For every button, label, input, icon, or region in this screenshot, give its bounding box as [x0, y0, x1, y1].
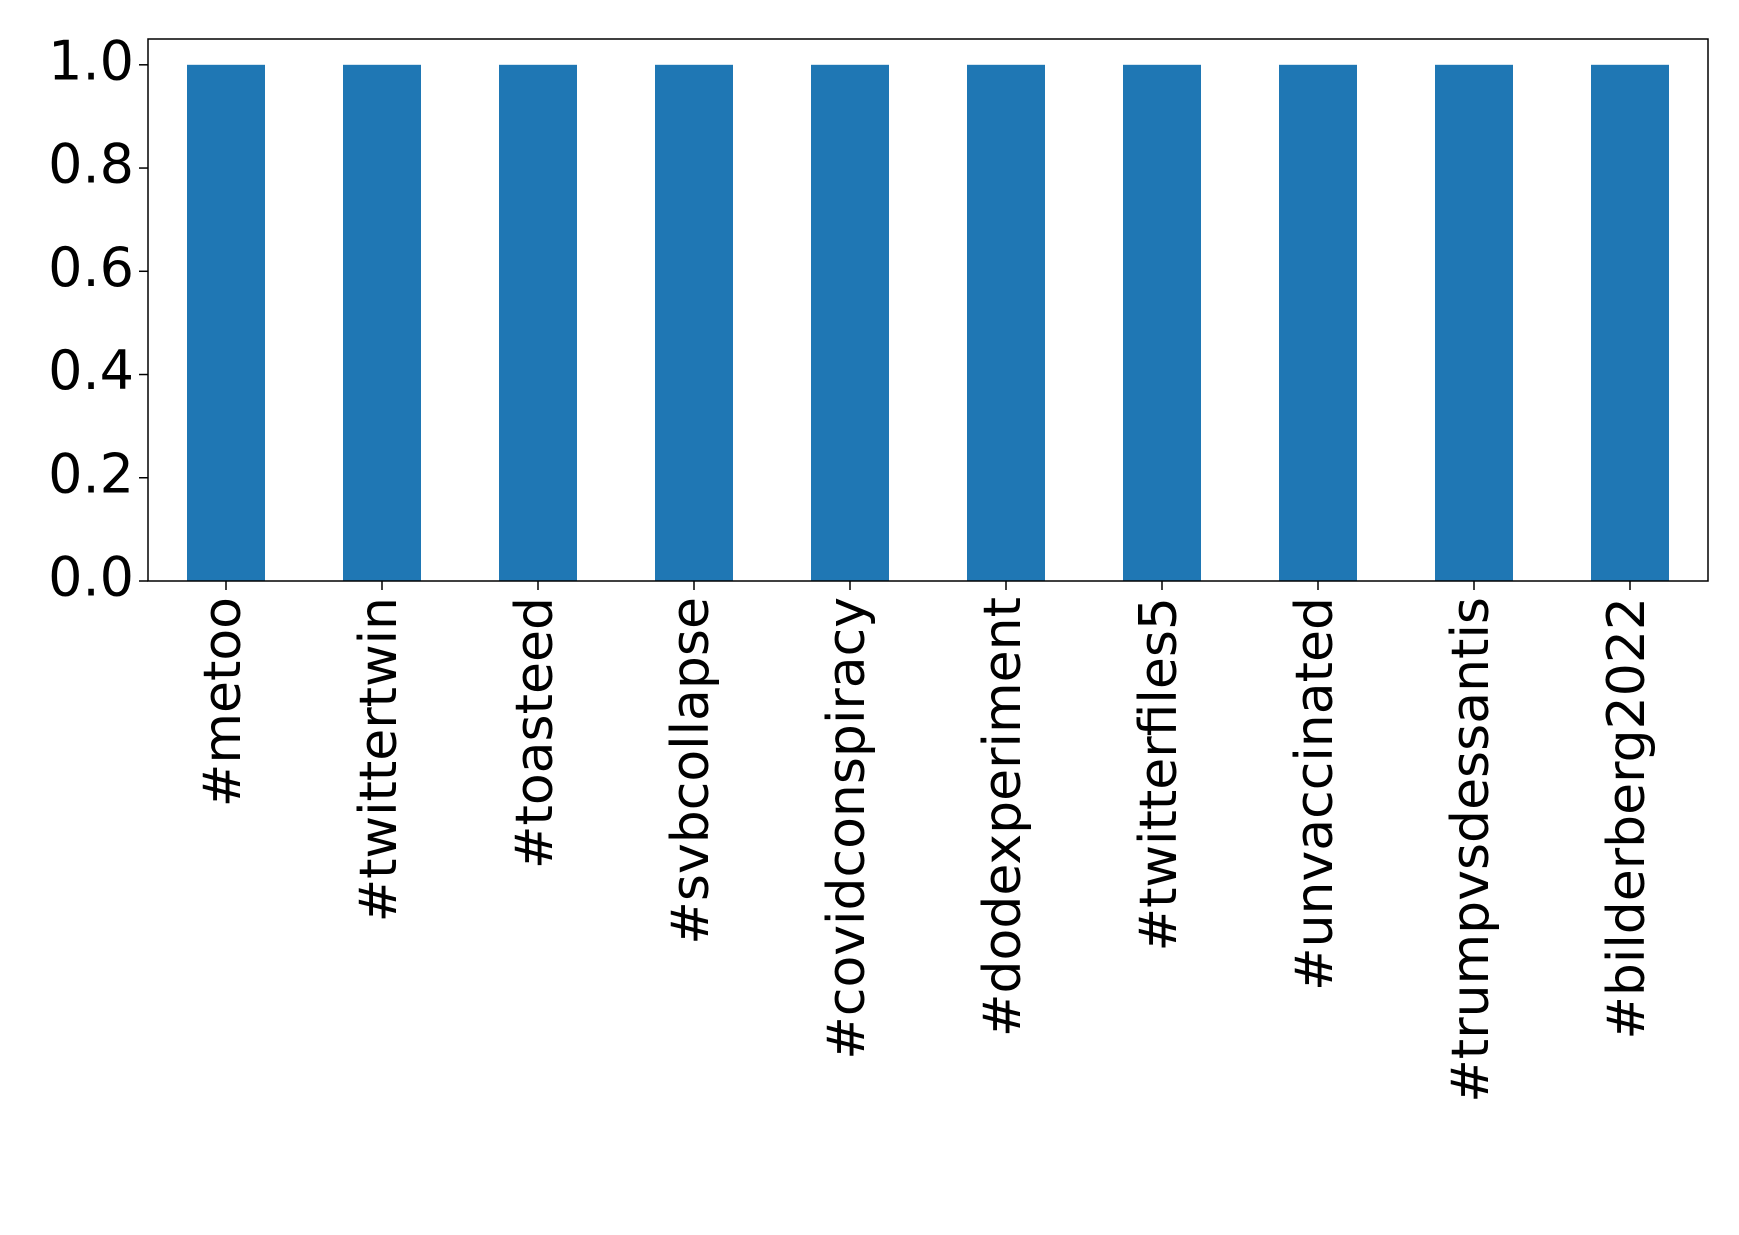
y-tick-label: 0.8: [48, 133, 134, 196]
x-tick-label: #metoo: [193, 597, 253, 807]
bar: [1123, 64, 1201, 582]
bar: [1435, 64, 1513, 582]
x-tick-label: #twitterfiles5: [1129, 597, 1189, 951]
bar: [655, 64, 733, 582]
y-tick-label: 0.2: [48, 442, 134, 505]
x-tick-label: #trumpvsdessantis: [1441, 597, 1501, 1103]
plot-frame: [147, 38, 1709, 582]
bar: [1279, 64, 1357, 582]
x-tick-label: #svbcollapse: [661, 597, 721, 945]
y-tick-label: 1.0: [48, 29, 134, 92]
bar: [967, 64, 1045, 582]
bar: [811, 64, 889, 582]
x-tick-label: #dodexperiment: [973, 597, 1033, 1037]
x-tick-label: #bilderberg2022: [1597, 597, 1657, 1040]
y-tick-label: 0.4: [48, 339, 134, 402]
x-tick-label: #covidconspiracy: [817, 597, 877, 1060]
x-tick-label: #unvaccinated: [1285, 597, 1345, 991]
x-tick-label: #toasteed: [505, 597, 565, 869]
y-tick-label: 0.0: [48, 546, 134, 609]
y-tick-label: 0.6: [48, 236, 134, 299]
bar: [499, 64, 577, 582]
x-tick-label: #twittertwin: [349, 597, 409, 922]
bar: [1591, 64, 1669, 582]
bar: [187, 64, 265, 582]
bar: [343, 64, 421, 582]
